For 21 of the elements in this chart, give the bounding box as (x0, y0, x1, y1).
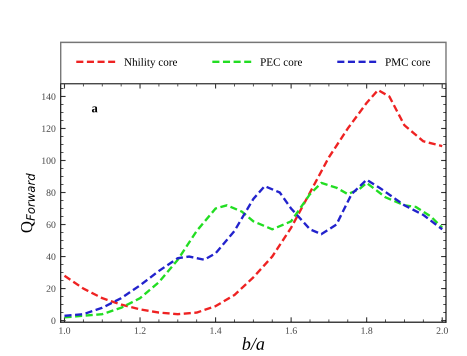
x-tick-label: 1.0 (59, 327, 70, 334)
x-tick-label: 1.8 (361, 327, 372, 334)
legend-label: PMC core (385, 58, 430, 66)
legend-label: PEC core (260, 58, 302, 66)
y-tick-label: 0 (51, 317, 56, 324)
y-tick-label: 80 (46, 189, 56, 196)
line-series (63, 88, 444, 316)
y-tick-label: 100 (42, 157, 56, 164)
x-tick-label: 1.6 (286, 327, 297, 334)
y-tick-label: 40 (46, 253, 56, 260)
y-axis-title: Q$_{Forward}$ (20, 173, 35, 232)
y-tick-label: 120 (42, 125, 56, 132)
x-tick-label: 1.2 (134, 327, 146, 334)
y-tick-label: 140 (42, 93, 56, 100)
annotation: a (92, 106, 98, 112)
y-tick-label: 60 (46, 221, 56, 228)
x-tick-label: 1.4 (210, 327, 222, 334)
x-tick-label: 2.0 (436, 327, 448, 334)
x-axis-title: b/a (242, 337, 264, 350)
y-tick-label: 20 (46, 285, 56, 292)
legend-label: Nhility core (124, 58, 178, 68)
